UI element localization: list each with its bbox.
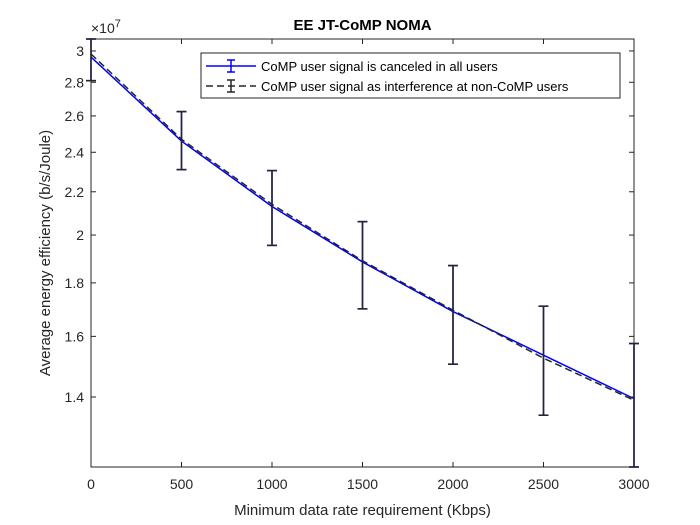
x-tick-label: 0 [87,476,95,492]
error-bar [538,305,549,416]
x-tick-label: 1000 [256,476,287,492]
error-bar [448,264,458,365]
y-tick-label: 1.6 [65,328,85,344]
y-multiplier-exponent: 7 [115,18,121,30]
error-bar [267,169,277,247]
y-tick-label: 2 [76,227,84,243]
y-tick-label: 2.6 [65,108,85,124]
legend-entry: CoMP user signal as interference at non-… [206,79,569,94]
x-tick-label: 500 [170,476,194,492]
x-tick-label: 3000 [618,476,649,492]
ticks-layer: 0 500 1000 1500 2000 2500 3000 1.4 1.6 1.8 2 2.2 2.4… [65,39,650,492]
x-axis-label: Minimum data rate requirement (Kbps) [234,502,491,519]
y-tick-label: 2.8 [65,74,85,90]
y-axis-label: Average energy efficiency (b/s/Joule) [37,130,54,376]
legend: CoMP user signal is canceled in all user… [200,52,621,99]
y-tick-label: 1.8 [65,275,85,291]
error-bar [357,220,368,310]
legend-label: CoMP user signal is canceled in all user… [261,59,498,74]
x-tick-label: 2000 [437,476,468,492]
y-tick-label: 3 [76,43,84,59]
y-tick-label: 2.4 [65,144,85,160]
x-tick-label: 2500 [528,476,559,492]
error-bar [176,110,187,171]
chart-title: EE JT-CoMP NOMA [293,17,431,34]
y-tick-label: 1.4 [65,389,85,405]
legend-entries: CoMP user signal is canceled in all user… [206,59,569,94]
x-tick-label: 1500 [347,476,378,492]
legend-label: CoMP user signal as interference at non-… [261,79,569,94]
y-tick-label: 2.2 [65,184,85,200]
y-multiplier: ×107 [91,18,121,36]
legend-entry: CoMP user signal is canceled in all user… [206,59,498,74]
y-multiplier-base: ×10 [91,20,115,36]
legend-box [200,52,621,99]
